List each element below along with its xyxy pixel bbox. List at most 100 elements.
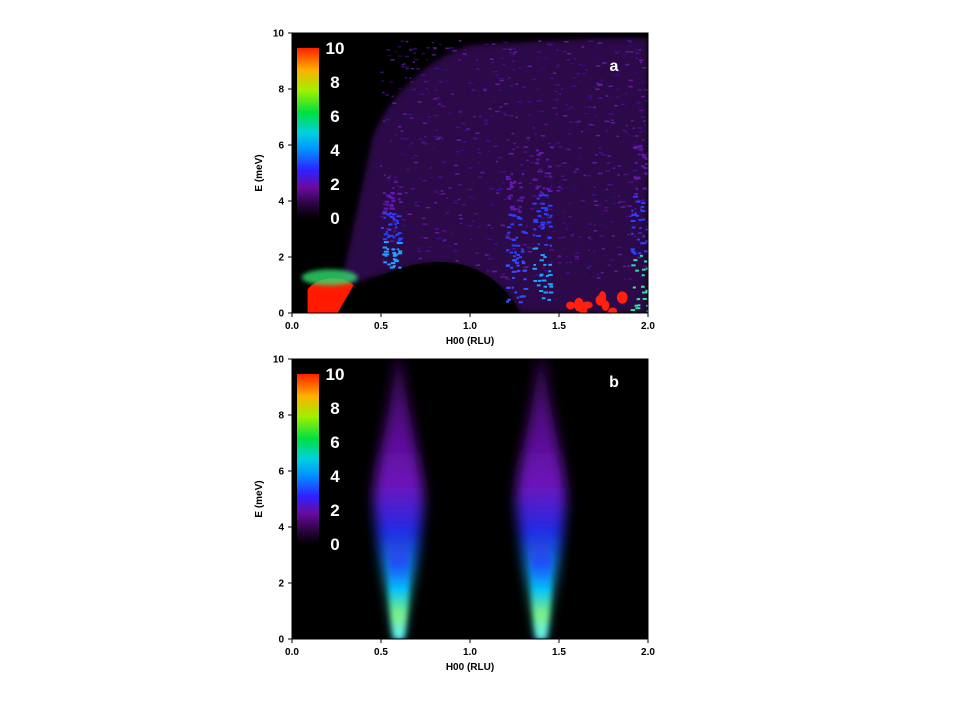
speckle bbox=[434, 213, 438, 216]
speckle bbox=[503, 132, 507, 135]
speckle bbox=[498, 72, 502, 75]
streak-pixel bbox=[391, 216, 395, 219]
speckle bbox=[447, 169, 453, 171]
speckle bbox=[434, 228, 440, 230]
streak-pixel bbox=[397, 192, 403, 195]
speckle bbox=[484, 237, 489, 239]
colorbar-tick-label: 4 bbox=[330, 467, 340, 486]
streak-pixel bbox=[387, 236, 390, 239]
speckle bbox=[424, 80, 429, 83]
speckle bbox=[574, 257, 580, 260]
speckle bbox=[403, 65, 408, 68]
speckle bbox=[400, 186, 404, 188]
speckle bbox=[504, 114, 509, 116]
x-tick-label: 1.0 bbox=[463, 647, 477, 658]
speckle bbox=[562, 162, 567, 164]
speckle bbox=[579, 52, 582, 55]
speckle bbox=[493, 243, 498, 245]
speckle bbox=[382, 91, 385, 94]
speckle bbox=[594, 204, 600, 207]
speckle bbox=[625, 131, 628, 133]
speckle bbox=[643, 265, 648, 267]
speckle bbox=[552, 264, 557, 267]
speckle bbox=[584, 112, 589, 115]
speckle bbox=[439, 43, 442, 46]
streak-pixel bbox=[533, 280, 538, 283]
streak-pixel bbox=[549, 244, 553, 247]
speckle bbox=[469, 192, 474, 194]
speckle bbox=[627, 265, 631, 267]
speckle bbox=[604, 120, 610, 123]
streak-pixel bbox=[538, 194, 543, 197]
speckle bbox=[640, 150, 644, 153]
streak-pixel bbox=[645, 240, 648, 243]
speckle bbox=[583, 174, 586, 177]
speckle bbox=[488, 151, 491, 153]
speckle bbox=[462, 53, 467, 55]
speckle bbox=[617, 174, 620, 176]
speckle bbox=[580, 212, 583, 214]
speckle bbox=[484, 254, 490, 256]
speckle bbox=[580, 199, 585, 202]
streak-pixel bbox=[642, 235, 645, 238]
streak-pixel bbox=[544, 243, 549, 246]
speckle bbox=[570, 259, 574, 262]
speckle bbox=[592, 250, 596, 253]
streak-pixel bbox=[391, 192, 396, 195]
speckle bbox=[417, 247, 420, 249]
x-tick-label: 1.5 bbox=[552, 321, 566, 332]
speckle bbox=[576, 80, 582, 83]
speckle bbox=[493, 210, 497, 213]
streak-pixel bbox=[534, 247, 539, 250]
streak-pixel bbox=[633, 145, 639, 148]
speckle bbox=[596, 145, 599, 147]
speckle bbox=[437, 103, 441, 105]
speckle bbox=[380, 260, 383, 263]
speckle bbox=[599, 99, 602, 102]
y-tick-label: 8 bbox=[278, 85, 284, 96]
speckle bbox=[499, 218, 504, 221]
speckle bbox=[527, 101, 532, 103]
speckle bbox=[565, 104, 569, 106]
streak-pixel bbox=[390, 197, 396, 200]
speckle bbox=[510, 47, 514, 49]
speckle bbox=[579, 194, 583, 196]
speckle bbox=[513, 142, 516, 145]
speckle bbox=[635, 49, 638, 51]
speckle bbox=[487, 224, 491, 226]
speckle bbox=[477, 148, 480, 150]
streak-pixel bbox=[633, 176, 637, 179]
streak-pixel bbox=[635, 307, 641, 310]
streak-pixel bbox=[533, 228, 537, 231]
speckle bbox=[496, 258, 500, 260]
speckle bbox=[531, 207, 537, 210]
speckle bbox=[418, 138, 423, 140]
speckle bbox=[526, 137, 531, 139]
streak-pixel bbox=[398, 252, 403, 255]
speckle bbox=[645, 225, 648, 227]
streak-pixel bbox=[382, 253, 386, 256]
speckle bbox=[467, 167, 473, 169]
speckle bbox=[535, 57, 539, 59]
streak-pixel bbox=[383, 216, 386, 219]
speckle bbox=[526, 159, 529, 162]
streak-pixel bbox=[645, 267, 648, 270]
speckle bbox=[466, 203, 471, 206]
speckle bbox=[459, 60, 462, 63]
speckle bbox=[523, 169, 528, 172]
speckle bbox=[511, 248, 517, 250]
speckle bbox=[565, 256, 569, 259]
speckle bbox=[410, 95, 414, 97]
speckle bbox=[386, 49, 391, 51]
speckle bbox=[425, 87, 429, 90]
speckle bbox=[393, 179, 397, 182]
speckle bbox=[571, 85, 577, 87]
speckle bbox=[513, 51, 518, 53]
speckle bbox=[499, 79, 504, 82]
speckle bbox=[641, 138, 645, 141]
speckle bbox=[556, 189, 561, 192]
streak-pixel bbox=[385, 203, 390, 206]
speckle bbox=[441, 240, 446, 243]
speckle bbox=[458, 222, 464, 225]
streak-pixel bbox=[630, 308, 636, 311]
